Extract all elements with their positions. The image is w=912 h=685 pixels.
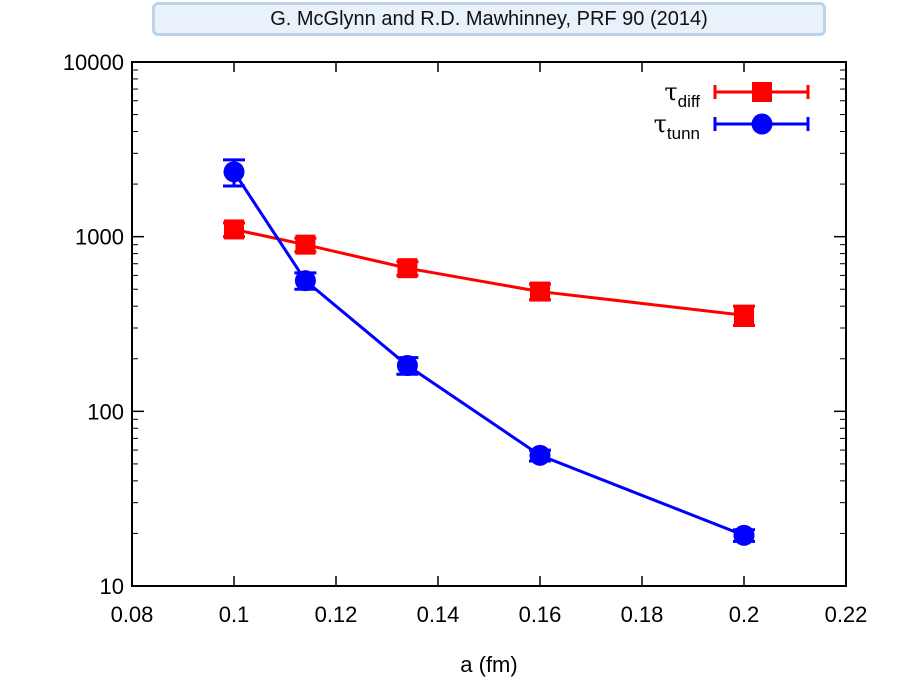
y-tick-label: 10: [100, 574, 124, 599]
x-tick-label: 0.16: [519, 602, 562, 627]
x-tick-label: 0.22: [825, 602, 868, 627]
y-tick-label: 10000: [63, 50, 124, 75]
x-tick-label: 0.14: [417, 602, 460, 627]
series-line-tunn: [232, 171, 745, 537]
legend-label: τdiff: [664, 78, 700, 111]
series-diff: [223, 219, 755, 328]
legend-subscript: tunn: [667, 124, 700, 143]
x-tick-label: 0.2: [729, 602, 760, 627]
data-point: [224, 219, 244, 240]
legend-symbol: τ: [654, 110, 667, 138]
x-tick-label: 0.12: [315, 602, 358, 627]
x-tick-label: 0.1: [219, 602, 250, 627]
legend-subscript: diff: [678, 92, 701, 111]
legend-label: τtunn: [654, 110, 700, 143]
y-tick-label: 1000: [75, 225, 124, 250]
legend-marker: [752, 82, 772, 102]
citation-banner: G. McGlynn and R.D. Mawhinney, PRF 90 (2…: [152, 2, 826, 36]
legend-marker: [751, 113, 773, 135]
series-layer: [223, 158, 755, 546]
data-point: [396, 354, 418, 376]
data-point: [529, 444, 551, 466]
legend-item-tunn: τtunn: [654, 110, 810, 143]
data-point: [295, 234, 316, 255]
data-point: [397, 258, 418, 279]
x-axis-title: a (fm): [460, 652, 517, 677]
legend-symbol: τ: [664, 78, 677, 106]
data-point: [734, 305, 754, 326]
axis-ticks: 0.08 0.1 0.12 0.14 0.16 0.18 0.2 0.22 10 100 1000 1…: [63, 50, 868, 627]
x-tick-label: 0.18: [621, 602, 664, 627]
y-tick-label: 100: [87, 399, 124, 424]
data-point: [223, 161, 245, 183]
data-point: [733, 524, 755, 546]
data-point: [294, 270, 316, 292]
plot-frame: [131, 61, 847, 587]
legend-item-diff: τdiff: [664, 78, 810, 111]
data-point: [530, 281, 550, 302]
plot-area: [131, 61, 847, 587]
series-tunn: [223, 158, 755, 546]
x-tick-label: 0.08: [111, 602, 154, 627]
